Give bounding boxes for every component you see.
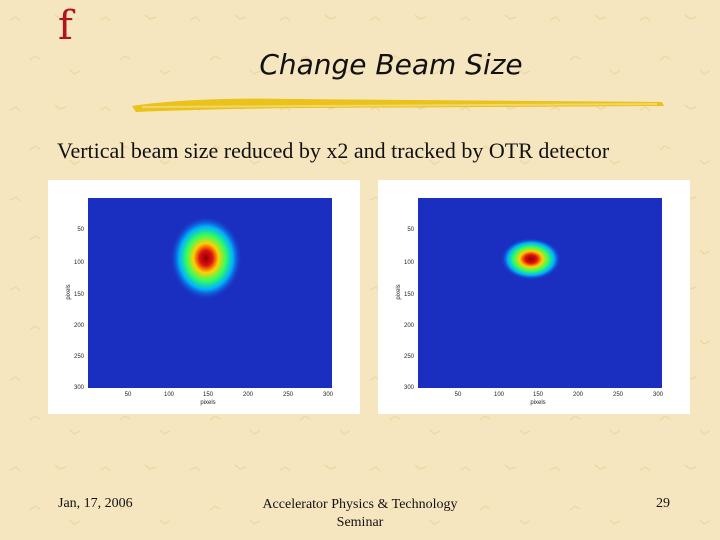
y-tick: 150 [404, 292, 415, 298]
y-axis-label: pixels [396, 284, 402, 299]
slide-subtitle: Vertical beam size reduced by x2 and tra… [57, 138, 610, 163]
footer-org-line1: Accelerator Physics & Technology [262, 497, 458, 512]
beam-image-after: 50 100 150 200 250 300 50 100 150 200 25… [378, 180, 690, 414]
page-number: 29 [656, 496, 670, 511]
y-tick: 100 [74, 260, 85, 266]
x-tick: 250 [613, 392, 624, 398]
y-tick: 300 [74, 385, 85, 391]
y-tick: 200 [404, 323, 415, 329]
x-tick: 50 [455, 392, 462, 398]
y-tick: 250 [74, 354, 85, 360]
x-tick: 200 [573, 392, 584, 398]
x-tick: 150 [203, 392, 214, 398]
y-tick: 300 [404, 385, 415, 391]
y-tick: 50 [77, 227, 84, 233]
y-axis-label: pixels [66, 284, 72, 299]
x-tick: 100 [164, 392, 175, 398]
x-axis-label: pixels [530, 400, 545, 406]
x-tick: 250 [283, 392, 294, 398]
y-tick: 50 [407, 227, 414, 233]
beam-spot [501, 238, 561, 280]
slide-title: Change Beam Size [259, 48, 523, 81]
x-tick: 300 [653, 392, 664, 398]
x-tick: 100 [494, 392, 505, 398]
y-tick: 150 [74, 292, 85, 298]
x-axis-label: pixels [200, 400, 215, 406]
x-tick: 200 [243, 392, 254, 398]
y-tick: 250 [404, 354, 415, 360]
x-tick: 300 [323, 392, 334, 398]
plot-area [418, 198, 662, 388]
presentation-logo: f [58, 3, 73, 49]
y-tick: 100 [404, 260, 415, 266]
footer-org-line2: Seminar [336, 515, 384, 530]
footer-date: Jan, 17, 2006 [58, 496, 133, 511]
beam-image-before: 50 100 150 200 250 300 50 100 150 200 25… [48, 180, 360, 414]
y-tick: 200 [74, 323, 85, 329]
title-underline [132, 98, 664, 112]
x-tick: 50 [125, 392, 132, 398]
x-tick: 150 [533, 392, 544, 398]
footer-organization: Accelerator Physics & Technology Seminar [260, 496, 460, 532]
beam-spot [170, 216, 242, 300]
